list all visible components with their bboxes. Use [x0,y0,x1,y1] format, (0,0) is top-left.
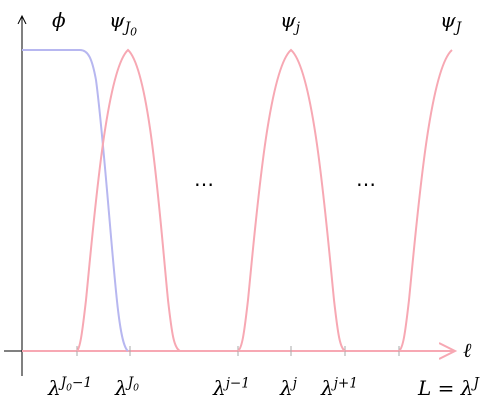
psi-j0-curve [76,48,181,352]
tick-label: λj+1 [321,375,358,400]
psi-j0-label: ψJ0 [109,8,138,39]
tick-label: λj−1 [213,375,250,400]
psi-J-label: ψJ [440,8,462,36]
tick-label: λJ0−1 [48,375,93,400]
psi-j-label: ψj [280,8,300,36]
phi-curve [22,49,129,352]
ellipsis-1: ⋯ [194,172,216,196]
tick-label: λj [280,375,297,400]
ellipsis-2: ⋯ [356,172,378,196]
psi-J-curve [398,49,453,352]
psi-j-curve [237,48,346,352]
tick-label: λJ0 [115,375,140,400]
phi-label: ϕ [52,8,66,32]
tick-label: L = λJ [418,375,479,400]
x-axis-label: ℓ [463,338,472,362]
